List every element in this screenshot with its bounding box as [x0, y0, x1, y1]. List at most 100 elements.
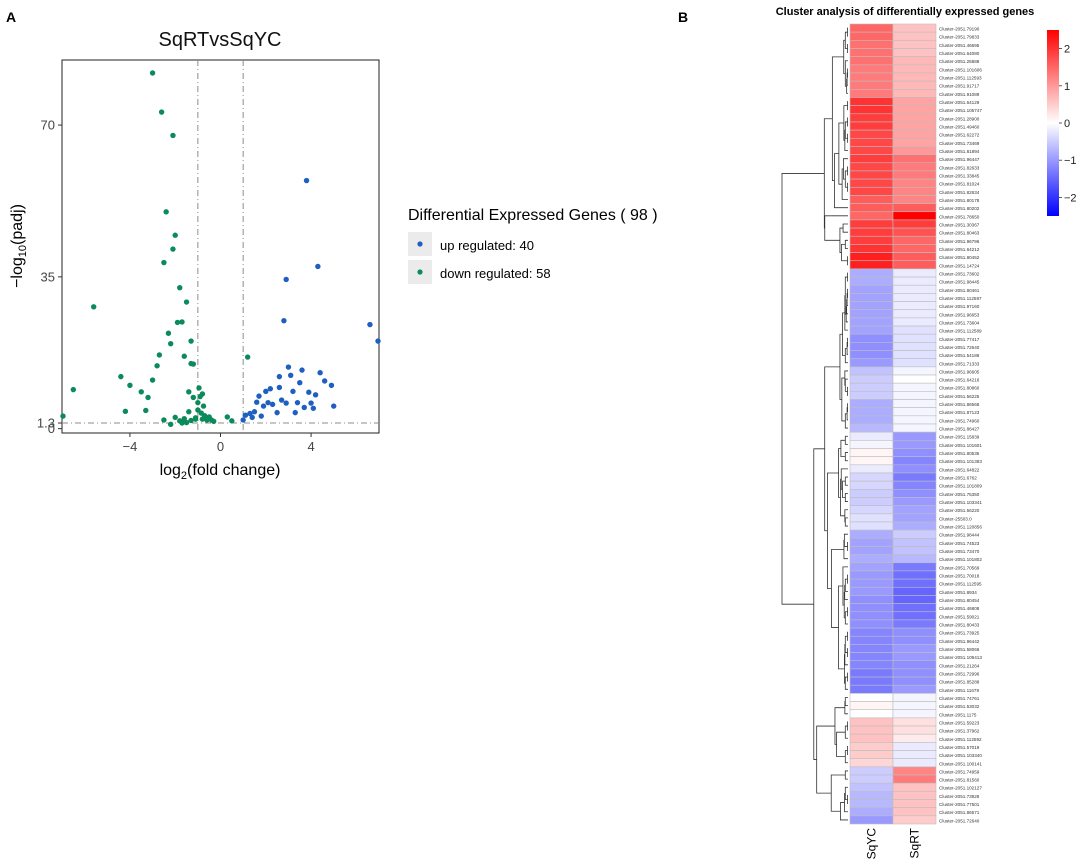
heatmap-cell [892, 611, 937, 621]
heatmap-cell [892, 301, 937, 311]
x-tick-label: 0 [217, 439, 224, 454]
colorbar [1047, 30, 1059, 216]
up-regulated-point [283, 276, 289, 283]
heatmap-cell [849, 415, 894, 425]
heatmap-cell [849, 350, 894, 359]
heatmap-cell [849, 113, 894, 123]
up-regulated-point [254, 399, 260, 405]
dendrogram-branch [840, 439, 846, 458]
gene-label: Cluster-2051.112595 [939, 582, 982, 587]
dendrogram-branch [838, 585, 845, 670]
gene-label: Cluster-2051.56220 [939, 508, 980, 513]
dendrogram-branch [844, 239, 848, 249]
down-regulated-point [172, 232, 178, 238]
heatmap-cell [849, 72, 894, 82]
y-tick-label: 0 [48, 421, 55, 436]
gene-label: Cluster-2051.21264 [939, 663, 980, 668]
dendrogram-branch [844, 611, 848, 625]
down-regulated-point [70, 386, 77, 393]
gene-label: Cluster-2051.96653 [939, 312, 980, 317]
gene-label: Cluster-2051.80461 [939, 288, 980, 293]
down-regulated-point [192, 415, 199, 421]
heatmap-cell [849, 342, 894, 351]
heatmap-cell [892, 489, 937, 498]
down-regulated-point [165, 330, 172, 336]
volcano-legend: Differential Expressed Genes ( 98 ) up r… [408, 207, 658, 284]
dendrogram-branch [834, 707, 845, 745]
down-regulated-point [181, 353, 187, 359]
down-regulated-point [244, 354, 251, 360]
heatmap-cell [849, 97, 894, 106]
gene-label: Cluster-2051.91717 [939, 84, 980, 89]
heatmap-cell [892, 40, 937, 49]
heatmap-cell [849, 227, 894, 237]
dendrogram-branch [840, 802, 848, 821]
gene-label: Cluster-25503.0 [939, 516, 972, 521]
gene-label: Cluster-2051.80178 [939, 198, 980, 203]
gene-label: Cluster-2051.81894 [939, 149, 980, 154]
colorbar-tick-label: −2 [1064, 192, 1077, 204]
gene-label: Cluster-2051.79833 [939, 35, 980, 40]
down-regulated-point [200, 403, 207, 409]
dendrogram-branch [841, 244, 848, 262]
gene-label: Cluster-2051.25888 [939, 59, 980, 64]
heatmap-cell [892, 178, 937, 188]
gene-label: Cluster-2051.15839 [939, 435, 980, 440]
heatmap-cell [892, 578, 937, 588]
down-regulated-point [196, 385, 202, 391]
gene-label: Cluster-2051.80452 [939, 255, 980, 260]
dendrogram-branch [840, 468, 848, 490]
gene-label: Cluster-2051.80463 [939, 231, 980, 236]
heatmap-cell [849, 325, 894, 335]
gene-label: Cluster-2051.64822 [939, 467, 980, 472]
colorbar-tick-label: 1 [1064, 81, 1070, 93]
gene-label: Cluster-2051.53032 [939, 704, 980, 709]
gene-label: Cluster-2051.101606 [939, 67, 982, 72]
down-regulated-point [167, 421, 174, 428]
dendrogram-branch [844, 452, 848, 462]
heatmap-cell [892, 529, 937, 539]
gene-label: Cluster-2051.86571 [939, 810, 980, 815]
down-regulated-point [170, 132, 176, 139]
gene-label: Cluster-2051.71333 [939, 361, 980, 366]
dendrogram-branch [843, 533, 848, 547]
heatmap-cell [892, 464, 937, 474]
gene-label: Cluster-2051.64212 [939, 247, 980, 252]
gene-label: Cluster-2051.112597 [939, 296, 982, 301]
heatmap-cell [849, 725, 894, 735]
heatmap-cell [892, 807, 937, 817]
heatmap-cell [892, 80, 937, 90]
heatmap-cell [892, 725, 937, 735]
heatmap-cell [892, 64, 937, 74]
heatmap-cell [849, 660, 894, 670]
heatmap-cell [849, 489, 894, 498]
gene-label: Cluster-2051.103341 [939, 500, 982, 505]
dendrogram-branch [844, 276, 848, 315]
heatmap-cell [849, 635, 894, 645]
heatmap-cell [892, 56, 937, 66]
heatmap-cell [892, 799, 937, 808]
gene-label: Cluster-2051.74960 [939, 418, 980, 423]
heatmap-cell [849, 252, 894, 262]
down-regulated-point [143, 407, 149, 414]
heatmap-cell [892, 456, 937, 466]
dendrogram-branch [844, 413, 848, 429]
dendrogram-branch [816, 725, 835, 794]
x-tick-label: 4 [307, 439, 314, 454]
gene-label: Cluster-2051.86568 [939, 402, 980, 407]
up-regulated-point [281, 317, 287, 324]
heatmap-cell [849, 170, 894, 180]
heatmap-cell [849, 301, 894, 311]
heatmap-cell [849, 423, 894, 433]
y-tick-label: 1.3 [37, 416, 55, 431]
down-regulated-point [195, 399, 201, 406]
heatmap-cell [892, 333, 937, 343]
heatmap-cell [892, 146, 937, 155]
heatmap-cell [849, 40, 894, 49]
heatmap-cell [849, 431, 894, 441]
heatmap-cell [849, 652, 894, 662]
dendrogram-branch [831, 56, 844, 182]
heatmap-cell [849, 578, 894, 588]
heatmap-cell [849, 750, 894, 759]
legend-up-marker [417, 241, 423, 247]
